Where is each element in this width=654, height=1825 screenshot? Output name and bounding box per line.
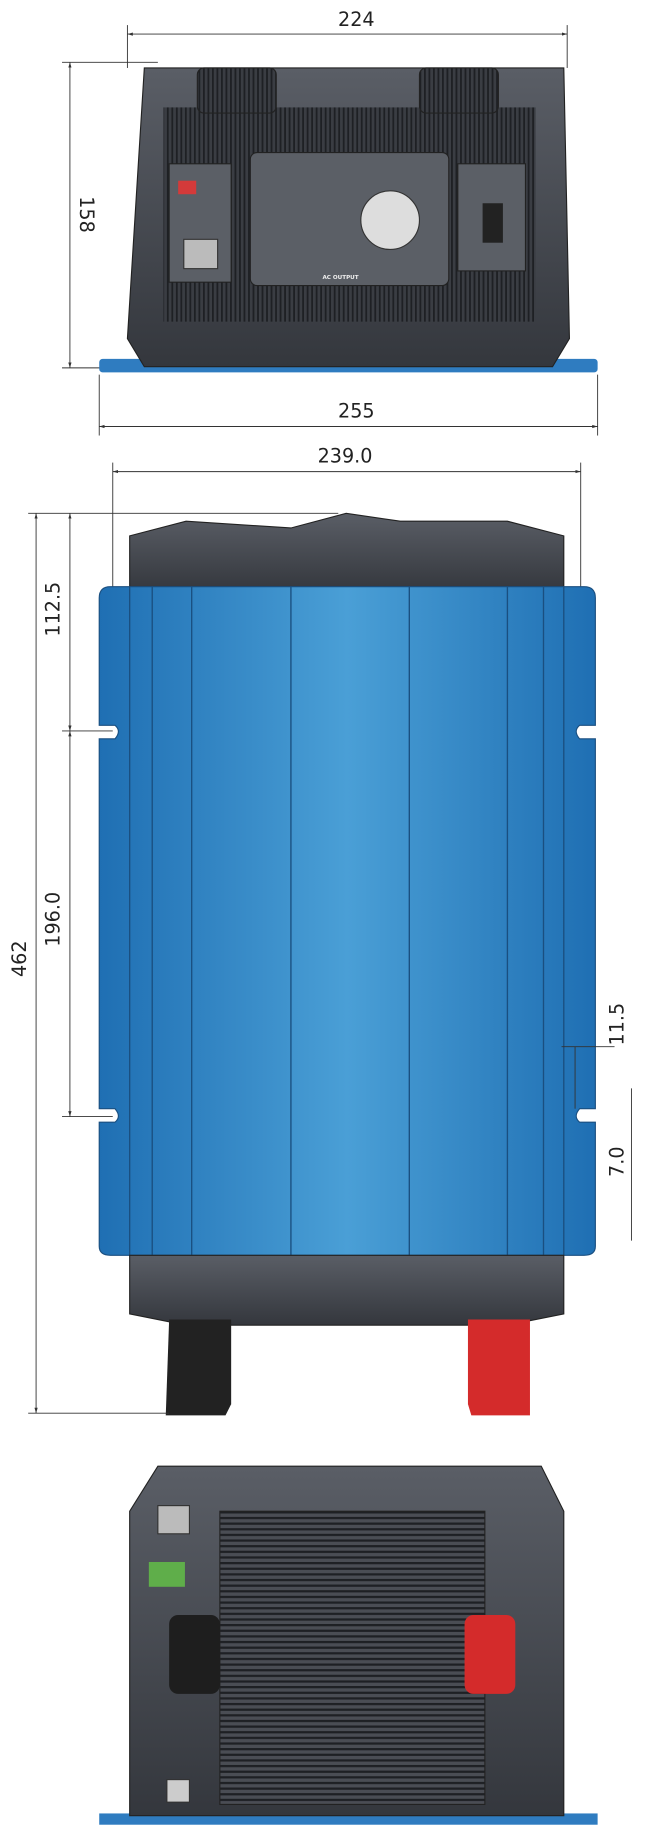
- ground: [167, 1780, 190, 1803]
- dim-label: 7.0: [605, 1146, 628, 1176]
- red-cable: [468, 1320, 530, 1416]
- rj45: [158, 1506, 190, 1534]
- dim-label: 11.5: [605, 1003, 628, 1046]
- top-view: 224 158 AC OUTPUT 255: [62, 8, 598, 435]
- bottom-view: [99, 1466, 597, 1825]
- rj45: [184, 239, 218, 268]
- neg-terminal: [169, 1615, 220, 1694]
- heatsink: [220, 1511, 485, 1804]
- dip-switch: [178, 181, 196, 195]
- terminal: [149, 1562, 185, 1587]
- switch: [483, 203, 503, 242]
- body: [99, 587, 595, 1256]
- ac-socket: [361, 191, 420, 250]
- black-cable: [166, 1320, 231, 1416]
- dim-label: 196.0: [42, 892, 65, 947]
- pos-terminal: [465, 1615, 516, 1694]
- page: {"top_view": {"width": "224", "height": …: [0, 0, 654, 1825]
- top-cap: [130, 513, 564, 592]
- handle: [419, 68, 498, 113]
- handle: [197, 68, 276, 113]
- dim-label: 224: [338, 8, 375, 31]
- bottom-cap: [130, 1255, 564, 1325]
- dim-label: 255: [338, 399, 375, 422]
- dim-label: 112.5: [42, 582, 65, 637]
- dim-label: 158: [75, 196, 98, 233]
- side-view: 239.0 462 112.5 196.0 11.5 7.0: [8, 444, 632, 1415]
- panel-label: AC OUTPUT: [322, 275, 358, 281]
- dim-label: 462: [8, 940, 31, 977]
- drawing: 224 158 AC OUTPUT 255 239.0: [0, 0, 654, 1825]
- dim-label: 239.0: [318, 444, 373, 467]
